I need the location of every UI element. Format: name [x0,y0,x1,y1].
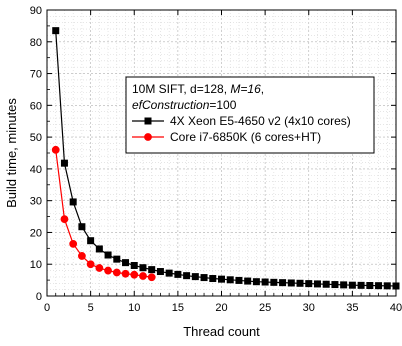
data-point [375,282,383,290]
y-tick-label: 90 [30,5,42,17]
data-point [357,281,365,289]
y-tick-label: 10 [30,259,42,271]
data-point [191,273,199,281]
y-tick-label: 60 [30,100,42,112]
data-point [331,281,339,289]
data-point [78,252,86,260]
data-point [348,281,356,289]
legend-title-segment: =100 [209,98,236,112]
data-point [392,282,400,290]
data-point [121,269,130,278]
data-point [69,198,77,206]
data-point [104,251,112,259]
data-point [366,282,374,290]
x-tick-label: 0 [44,302,50,314]
data-point [113,255,121,263]
x-tick-label: 35 [346,302,358,314]
data-point [322,280,330,288]
legend-title-line: efConstruction=100 [132,98,237,112]
data-point [218,275,225,283]
y-tick-label: 30 [30,196,42,208]
data-point [270,278,278,286]
legend-label: Core i7-6850K (6 cores+HT) [170,130,321,144]
data-point [130,261,138,269]
legend-marker [144,133,152,141]
y-tick-label: 0 [36,291,42,303]
legend-marker [144,117,152,125]
data-point [139,272,147,280]
data-point [148,266,156,274]
data-point [226,276,234,284]
x-tick-label: 30 [303,302,315,314]
legend-label: 4X Xeon E5-4650 v2 (4x10 cores) [170,114,351,128]
data-point [69,239,78,248]
x-axis-label: Thread count [183,324,260,339]
series-layer [51,27,400,290]
data-point [287,279,295,287]
data-point [200,274,208,282]
y-tick-label: 20 [30,227,42,239]
data-point [60,159,68,167]
legend-entry: Core i7-6850K (6 cores+HT) [132,130,321,144]
data-point [52,27,60,35]
data-point [209,275,217,283]
data-point [60,215,69,223]
data-point [95,245,103,253]
series-core-i7 [51,145,156,282]
data-point [252,278,260,286]
data-point [305,280,313,288]
x-tick-label: 15 [172,302,184,314]
data-point [261,278,269,286]
data-point [183,272,191,280]
x-tick-label: 25 [259,302,271,314]
data-point [165,269,173,277]
data-point [51,145,60,154]
data-point [122,259,130,267]
data-point [78,223,86,231]
data-point [104,266,112,275]
y-tick-label: 70 [30,69,42,81]
axes: 0 5 10 15 20 25 30 35 40 0 10 20 30 40 50 60 70 80 90 [30,5,402,314]
legend-title-segment: M=16 [230,82,261,96]
data-point [235,276,243,284]
y-tick-label: 50 [30,132,42,144]
data-point [87,237,95,245]
legend: 10M SIFT, d=128, M=16, efConstruction=100… [125,76,375,154]
x-tick-label: 5 [88,302,94,314]
y-tick-label: 80 [30,37,42,49]
legend-title-segment: , [261,82,264,96]
data-point [139,264,147,272]
x-tick-label: 10 [128,302,140,314]
data-point [95,264,104,272]
data-point [112,268,121,277]
series-xeon [52,27,400,290]
data-point [244,277,252,285]
data-point [174,270,182,278]
data-point [156,268,164,276]
data-point [340,281,348,289]
series-line [55,30,397,287]
legend-title-line: 10M SIFT, d=128, M=16, [132,82,264,96]
data-point [313,280,321,288]
y-tick-label: 40 [30,164,42,176]
legend-entry: 4X Xeon E5-4650 v2 (4x10 cores) [132,114,351,128]
legend-box [125,76,375,154]
y-axis-label: Build time, minutes [4,98,19,208]
x-tick-label: 40 [390,302,402,314]
x-tick-label: 20 [215,302,227,314]
data-point [147,273,156,282]
data-point [296,279,304,287]
legend-title-segment: efConstruction [132,98,210,112]
data-point [383,282,391,290]
data-point [86,260,95,269]
data-point [130,270,139,279]
data-point [279,279,287,287]
legend-title-segment: 10M SIFT, d=128, [132,82,230,96]
